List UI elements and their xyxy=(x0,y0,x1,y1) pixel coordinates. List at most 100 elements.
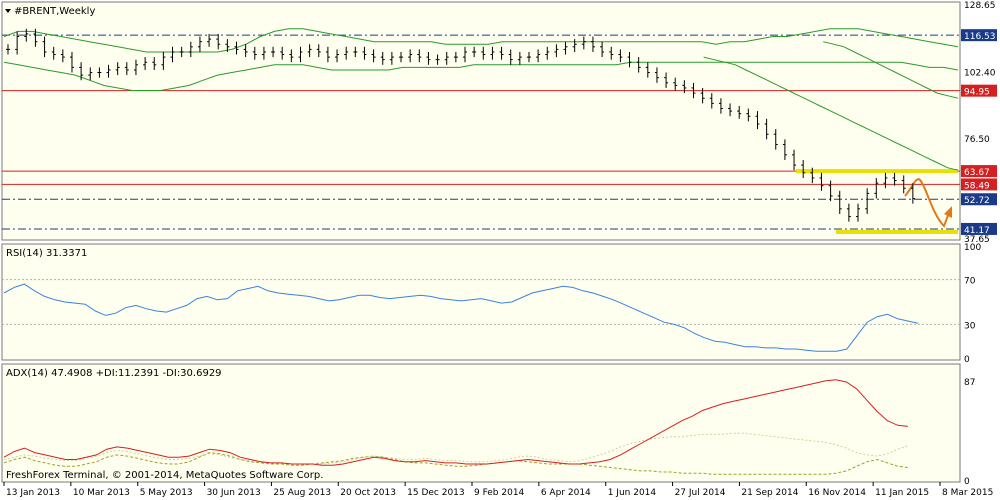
price-bar xyxy=(353,46,358,58)
price-bar xyxy=(554,44,559,58)
adx-label: ADX(14) 47.4908 +DI:11.2391 -DI:30.6929 xyxy=(6,368,222,379)
price-bar xyxy=(481,46,486,60)
x-axis-date-11: 21 Sep 2014 xyxy=(741,488,798,498)
price-tag-bg-2 xyxy=(961,165,997,178)
price-bar xyxy=(837,190,842,214)
forecast-arrow[interactable] xyxy=(904,178,951,228)
price-bar xyxy=(865,188,870,214)
price-bar xyxy=(408,49,413,63)
price-bar xyxy=(856,203,861,222)
price-bar xyxy=(79,62,84,81)
price-bar xyxy=(792,149,797,171)
rsi-label: RSI(14) 31.3371 xyxy=(6,248,87,259)
x-axis-date-12: 16 Nov 2014 xyxy=(808,488,866,498)
price-tag-0: 116.53 xyxy=(964,32,996,42)
price-bar xyxy=(225,39,230,52)
price-bar xyxy=(709,93,714,109)
moving-average-long-line xyxy=(823,41,959,99)
price-bar xyxy=(846,203,851,222)
price-bar xyxy=(618,49,623,63)
adx-panel[interactable] xyxy=(1,363,961,483)
price-bar xyxy=(51,46,56,60)
price-bar xyxy=(417,49,422,63)
price-bar xyxy=(115,62,120,76)
price-bar xyxy=(627,51,632,68)
price-bar xyxy=(362,46,367,60)
price-bar xyxy=(325,46,330,63)
price-bar xyxy=(6,44,10,55)
price-bar xyxy=(261,46,266,60)
x-axis-date-3: 30 Jun 2013 xyxy=(207,488,261,498)
price-bar xyxy=(316,44,321,58)
price-bar xyxy=(508,49,513,65)
price-bar xyxy=(15,31,20,55)
price-bar xyxy=(307,44,312,58)
price-bar xyxy=(24,28,29,42)
price-bar xyxy=(435,54,440,65)
x-axis-date-9: 1 Jun 2014 xyxy=(608,488,657,498)
price-bar xyxy=(197,36,202,52)
price-panel[interactable] xyxy=(1,1,961,241)
price-bar xyxy=(88,67,93,81)
price-bar xyxy=(490,46,495,60)
price-axis-tick-3: 37.65 xyxy=(964,235,990,245)
x-axis-date-1: 10 Mar 2013 xyxy=(73,488,130,498)
price-bar xyxy=(654,67,659,83)
moving-average-mid-line xyxy=(703,56,959,171)
price-bar xyxy=(463,46,467,63)
price-bar xyxy=(344,46,349,60)
support-highlight xyxy=(836,229,958,234)
price-bar xyxy=(636,57,641,73)
price-bar xyxy=(682,80,687,94)
rsi-axis-tick-3: 0 xyxy=(964,355,970,365)
price-bar xyxy=(207,33,212,47)
bollinger-lower-line xyxy=(3,61,959,91)
rsi-line xyxy=(3,283,919,352)
price-bar xyxy=(691,82,696,99)
adx-plus-di-line xyxy=(3,452,909,475)
x-axis-date-4: 25 Aug 2013 xyxy=(273,488,331,498)
price-tag-bg-4 xyxy=(961,193,997,206)
price-bar xyxy=(161,51,166,70)
price-bar xyxy=(782,139,787,160)
price-tag-2: 63.67 xyxy=(964,168,990,178)
resistance-highlight xyxy=(796,169,958,174)
x-axis-date-6: 15 Dec 2013 xyxy=(407,488,465,498)
price-bar xyxy=(444,51,449,65)
symbol-dropdown-icon[interactable] xyxy=(5,9,11,13)
rsi-axis-tick-0: 100 xyxy=(964,243,981,253)
rsi-panel[interactable] xyxy=(1,243,961,361)
price-bar xyxy=(728,103,733,117)
price-bar xyxy=(179,46,184,58)
price-bar xyxy=(298,46,303,63)
price-bar xyxy=(143,57,148,70)
price-bar xyxy=(572,39,577,52)
price-axis-tick-0: 128.65 xyxy=(964,1,996,11)
price-bar xyxy=(810,167,815,184)
price-bar xyxy=(590,36,595,52)
price-bar xyxy=(389,51,394,65)
price-tag-1: 94.95 xyxy=(964,88,990,98)
price-bar xyxy=(874,177,879,199)
price-bar xyxy=(737,105,742,119)
price-bar xyxy=(33,28,38,47)
price-bar xyxy=(124,62,129,76)
price-bar xyxy=(399,51,404,63)
copyright-label: FreshForex Terminal, © 2001-2014, MetaQu… xyxy=(6,470,323,481)
price-tag-bg-1 xyxy=(961,84,997,97)
price-bar xyxy=(453,51,458,63)
price-bar xyxy=(234,41,239,55)
price-axis-tick-1: 102.40 xyxy=(964,69,996,79)
price-bar xyxy=(133,59,138,76)
price-axis-tick-2: 76.50 xyxy=(964,135,990,145)
price-bar xyxy=(426,51,431,65)
price-bar xyxy=(289,49,294,63)
price-bar xyxy=(755,111,760,130)
price-bar xyxy=(718,98,723,114)
price-bar xyxy=(910,183,915,204)
x-axis-date-8: 6 Apr 2014 xyxy=(541,488,591,498)
price-bar xyxy=(517,51,522,65)
x-axis-date-10: 27 Jul 2014 xyxy=(675,488,726,498)
price-tag-3: 58.49 xyxy=(964,181,990,191)
symbol-label: #BRENT,Weekly xyxy=(14,6,95,17)
